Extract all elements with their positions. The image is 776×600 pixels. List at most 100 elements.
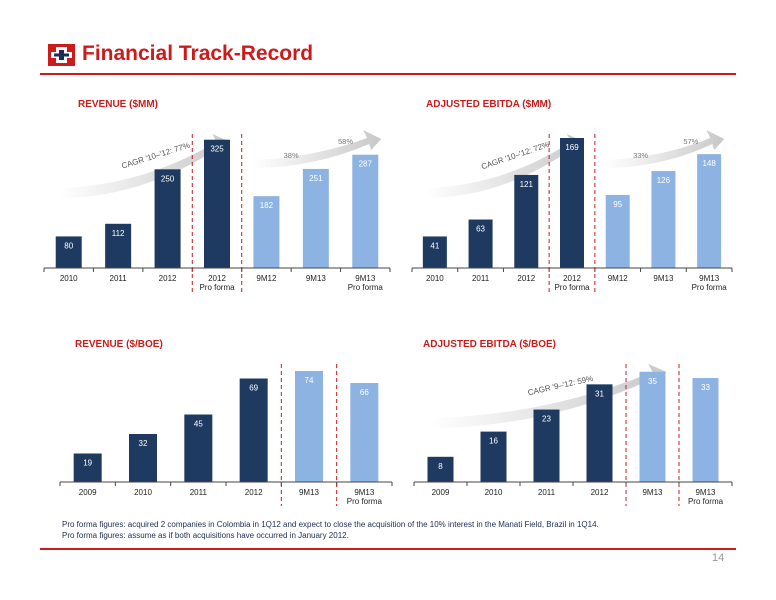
- data-label: 126: [657, 176, 671, 185]
- bar: [422, 236, 447, 268]
- data-label: 169: [565, 143, 579, 152]
- bar: [639, 371, 666, 482]
- data-label: 251: [309, 174, 323, 183]
- bar: [605, 194, 630, 268]
- bar: [184, 414, 213, 482]
- cagr-arrow-icon: [429, 364, 667, 428]
- chart-title-adjusted-ebitda-boe: ADJUSTED EBITDA ($/BOE): [423, 339, 556, 350]
- data-label: 63: [476, 225, 485, 234]
- bar: [514, 174, 539, 268]
- data-label: 32: [139, 439, 148, 448]
- data-label: 19: [83, 459, 92, 468]
- data-label: 182: [260, 201, 274, 210]
- bar: [239, 378, 268, 482]
- data-label: 8: [438, 462, 443, 471]
- company-logo-icon: [48, 44, 75, 66]
- annotation-label: 38%: [284, 151, 299, 160]
- footnote-2: Pro forma figures: assume as if both acq…: [62, 531, 349, 540]
- data-label: 23: [542, 415, 551, 424]
- data-label: 250: [161, 174, 175, 183]
- chart-adjusted-ebitda-mm: CAGR '10–'12: 72% 33%57%41631211699512614…: [411, 130, 733, 292]
- chart-adjusted-ebitda-boe: CAGR '9–'12: 59% 8 16 23 31 35 33 2009 2010 2011 2…: [413, 364, 733, 506]
- tick-label: 2012 Pro forma: [554, 274, 590, 292]
- bar: [350, 383, 379, 482]
- bar: [129, 434, 157, 482]
- growth-arrow-icon: [251, 130, 382, 168]
- data-label: 112: [112, 229, 125, 238]
- tick-label: 2011: [538, 488, 556, 497]
- tick-label: 2009: [432, 488, 450, 497]
- page-number: 14: [712, 552, 725, 564]
- annotation-label: 58%: [338, 137, 353, 146]
- bar: [586, 384, 613, 482]
- slide-title: Financial Track-Record: [82, 42, 314, 65]
- tick-label: 9M13 Pro forma: [692, 274, 728, 292]
- tick-label: 2009: [79, 488, 97, 497]
- tick-label: 9M13: [299, 488, 320, 497]
- annotation-label: CAGR '9–'12: 59%: [527, 374, 594, 397]
- tick-label: 2010: [134, 488, 152, 497]
- tick-label: 9M12: [256, 274, 277, 283]
- tick-label: 2012 Pro forma: [199, 274, 235, 292]
- data-label: 69: [249, 384, 258, 393]
- bar: [352, 154, 379, 268]
- tick-label: 9M12: [608, 274, 629, 283]
- bar: [204, 139, 230, 268]
- data-label: 45: [194, 420, 203, 429]
- tick-label: 2010: [426, 274, 444, 283]
- tick-label: 9M13 Pro forma: [347, 488, 383, 506]
- tick-label: 2012: [245, 488, 263, 497]
- data-label: 41: [430, 241, 439, 250]
- bar: [692, 378, 719, 482]
- footer-divider: [40, 548, 736, 550]
- bar: [253, 196, 280, 268]
- bar: [468, 219, 493, 268]
- data-label: 148: [702, 159, 716, 168]
- bar: [533, 409, 560, 482]
- data-label: 35: [648, 377, 657, 386]
- cagr-arrow-icon: [425, 134, 585, 198]
- bar: [427, 456, 454, 482]
- bar: [302, 168, 329, 268]
- bar: [651, 171, 676, 268]
- data-label: 16: [489, 437, 498, 446]
- annotation-label: 33%: [633, 151, 648, 160]
- growth-arrow-icon: [604, 130, 725, 168]
- tick-label: 9M13 Pro forma: [348, 274, 384, 292]
- data-label: 287: [359, 160, 373, 169]
- bar: [697, 154, 722, 268]
- chart-title-revenue-boe: REVENUE ($/BOE): [75, 339, 163, 350]
- bar: [480, 431, 507, 482]
- cagr-arrow-icon: [58, 134, 231, 198]
- data-label: 31: [595, 389, 604, 398]
- bar: [105, 223, 132, 268]
- data-label: 74: [305, 376, 314, 385]
- tick-label: 2011: [190, 488, 208, 497]
- chart-title-revenue-mm: REVENUE ($MM): [78, 99, 159, 110]
- bar: [73, 453, 102, 482]
- chart-title-adjusted-ebitda-mm: ADJUSTED EBITDA ($MM): [426, 99, 552, 110]
- chart-revenue-boe: 19 32 45 69 74 66 2009 2010 2011 2012 9M13 9M13 Pro …: [59, 364, 393, 506]
- footnote-1: Pro forma figures: acquired 2 companies …: [62, 520, 599, 529]
- title-divider: [40, 73, 736, 75]
- tick-label: 2012: [591, 488, 609, 497]
- bar: [154, 169, 181, 268]
- chart-revenue-mm: CAGR '10–'12: 77% 38%58%80112250325182251…: [43, 130, 391, 292]
- bar: [295, 371, 323, 482]
- data-label: 66: [360, 388, 369, 397]
- bar: [55, 236, 82, 268]
- data-label: 325: [210, 145, 224, 154]
- tick-label: 2010: [485, 488, 503, 497]
- data-label: 95: [613, 200, 622, 209]
- tick-label: 2010: [60, 274, 78, 283]
- tick-label: 2012: [159, 274, 177, 283]
- tick-label: 9M13: [642, 488, 663, 497]
- annotation-label: 57%: [683, 137, 698, 146]
- data-label: 33: [701, 383, 710, 392]
- data-label: 80: [64, 241, 73, 250]
- tick-label: 2011: [472, 274, 490, 283]
- tick-label: 9M13 Pro forma: [688, 488, 724, 506]
- tick-label: 2012: [517, 274, 535, 283]
- tick-label: 2011: [110, 274, 128, 283]
- tick-label: 9M13: [653, 274, 674, 283]
